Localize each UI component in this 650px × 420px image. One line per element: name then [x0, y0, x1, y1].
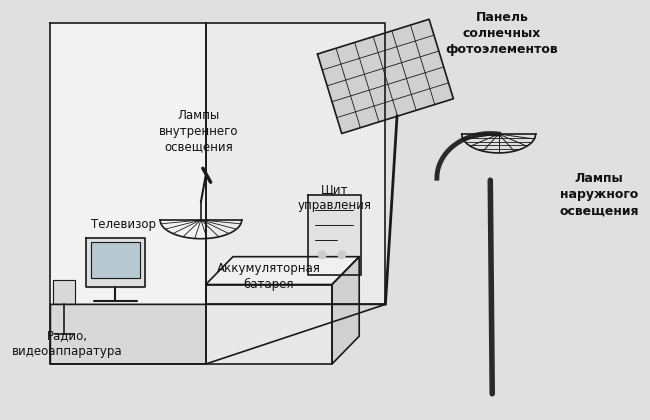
- Text: Лампы
наружного
освещения: Лампы наружного освещения: [559, 172, 639, 217]
- Polygon shape: [51, 23, 206, 364]
- Polygon shape: [86, 238, 144, 287]
- Text: Щит
управления: Щит управления: [298, 183, 372, 212]
- Text: Панель
солнечных
фотоэлементов: Панель солнечных фотоэлементов: [446, 11, 558, 56]
- Text: Телевизор: Телевизор: [91, 218, 156, 231]
- Polygon shape: [91, 242, 140, 278]
- Polygon shape: [206, 284, 332, 364]
- Polygon shape: [53, 280, 75, 304]
- Circle shape: [318, 251, 326, 259]
- Polygon shape: [317, 19, 454, 134]
- Text: Аккумуляторная
батарея: Аккумуляторная батарея: [217, 262, 321, 291]
- Text: Радио,
видеоаппаратура: Радио, видеоаппаратура: [12, 329, 122, 358]
- Polygon shape: [206, 23, 385, 304]
- Polygon shape: [307, 195, 361, 275]
- Polygon shape: [332, 257, 359, 364]
- Polygon shape: [51, 304, 385, 364]
- Polygon shape: [206, 257, 359, 284]
- Text: Лампы
внутреннего
освещения: Лампы внутреннего освещения: [159, 109, 239, 154]
- Circle shape: [338, 251, 346, 259]
